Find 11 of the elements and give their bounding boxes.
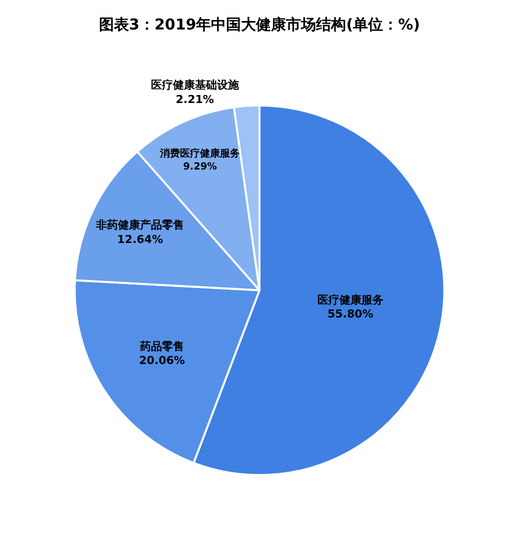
data-label: 55.80% (327, 308, 374, 321)
data-label: 20.06% (139, 354, 185, 368)
data-label: 2.21% (176, 92, 214, 106)
chart-title: 图表3：2019年中国大健康市场结构(单位：%) (99, 15, 420, 34)
slice-label: 消费医疗健康服务 (159, 148, 240, 160)
slice-label: 医疗健康服务 (317, 293, 384, 306)
slice-label: 医疗健康基础设施 (150, 78, 240, 92)
data-label: 12.64% (117, 232, 163, 246)
data-label: 9.29% (183, 161, 218, 172)
slice-label: 药品零售 (139, 340, 184, 353)
slice-label: 非药健康产品零售 (95, 218, 184, 232)
